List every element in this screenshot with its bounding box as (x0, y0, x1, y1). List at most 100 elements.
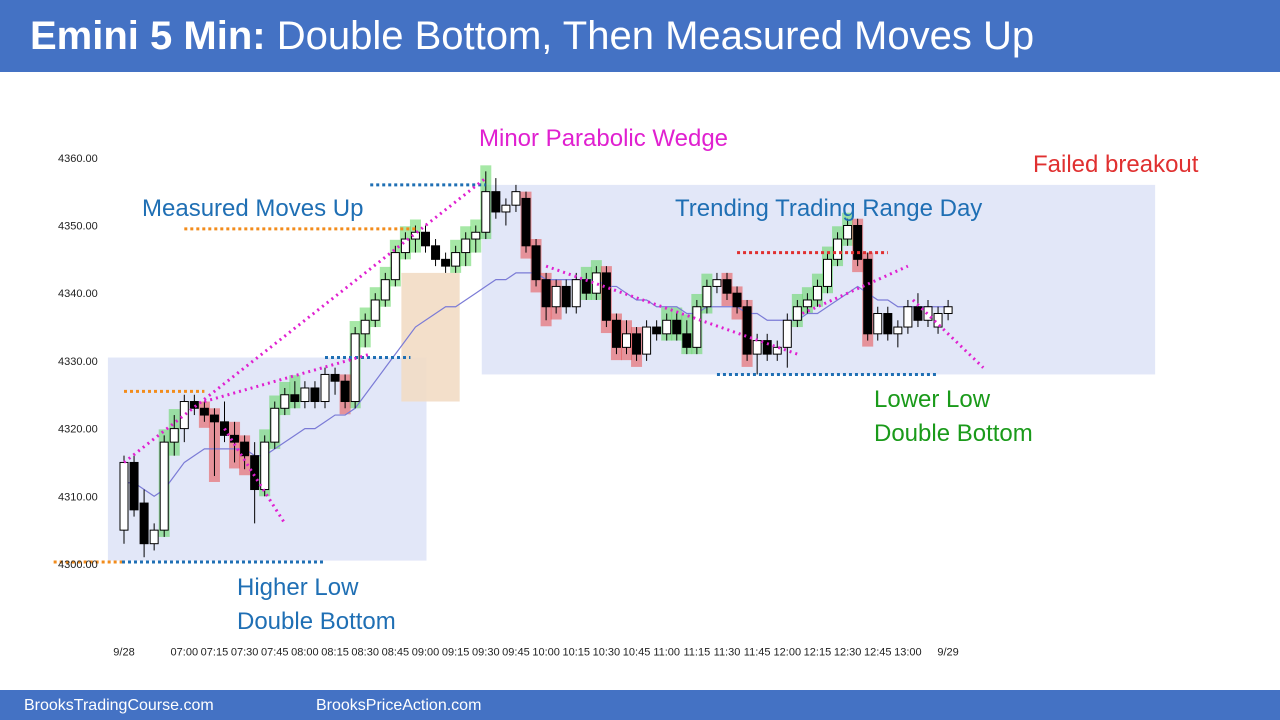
candle-body (250, 455, 260, 491)
candle-body (692, 306, 702, 348)
footer-bar: BrooksTradingCourse.com BrooksPriceActio… (0, 690, 1280, 720)
candle-body (742, 306, 752, 355)
annotation-labels: Measured Moves Up Minor Parabolic Wedge … (142, 125, 1199, 635)
candle-body (672, 319, 682, 335)
candle-body (119, 461, 129, 531)
candle-body (139, 502, 149, 545)
candle-body (591, 272, 601, 294)
candle-body (903, 306, 913, 328)
candle-body (601, 272, 611, 321)
candle-body (209, 414, 219, 423)
candle-body (772, 346, 782, 355)
final-trend-line (911, 298, 985, 369)
label-lower-low: Lower Low (874, 386, 991, 413)
candle-body (230, 434, 240, 443)
candle-body (350, 333, 360, 403)
candle-body (551, 285, 561, 308)
footer-link-course[interactable]: BrooksTradingCourse.com (24, 697, 214, 714)
candle-body (501, 204, 511, 213)
candle-body (823, 258, 832, 287)
x-tick-label: 12:30 (834, 646, 862, 658)
candle-body (802, 299, 812, 308)
candle-body (280, 394, 290, 409)
candle-body (752, 340, 762, 355)
x-tick-label: 9/29 (937, 646, 958, 658)
candle-body (491, 191, 501, 213)
candle-body (843, 225, 853, 240)
candle-body (883, 313, 893, 335)
candles (119, 171, 953, 558)
candle-body (712, 279, 722, 287)
candle-body (833, 238, 843, 260)
candle-body (451, 252, 461, 267)
candle-body (521, 197, 531, 247)
x-tick-label: 11:30 (714, 646, 741, 658)
label-failed-breakout: Failed breakout (1033, 151, 1199, 178)
label-lower-low-db: Double Bottom (874, 420, 1033, 447)
candle-body (662, 319, 672, 335)
candle-body (340, 380, 350, 403)
candle-body (642, 326, 652, 355)
candle-body (853, 225, 863, 260)
candle-body (541, 279, 551, 308)
x-tick-label: 08:15 (321, 646, 349, 658)
y-tick-label: 4340.00 (58, 288, 98, 300)
y-tick-label: 4330.00 (58, 356, 98, 368)
candle-body (360, 319, 370, 335)
candle-body (240, 441, 250, 457)
title-bar: Emini 5 Min: Double Bottom, Then Measure… (0, 0, 1280, 72)
candle-body (682, 333, 692, 348)
title-bold: Emini 5 Min: (30, 14, 266, 58)
x-tick-label: 12:15 (804, 646, 832, 658)
candle-body (310, 387, 320, 403)
title-rest: Double Bottom, Then Measured Moves Up (265, 14, 1035, 58)
candle-body (792, 306, 802, 321)
candle-body (511, 191, 521, 206)
range-boxes (107, 184, 1156, 561)
y-tick-label: 4310.00 (58, 491, 98, 503)
x-tick-label: 11:00 (653, 646, 680, 658)
candle-body (380, 279, 390, 301)
candle-body (531, 245, 541, 281)
candle-body (400, 238, 410, 254)
candle-body (481, 191, 491, 233)
candle-body (943, 306, 953, 315)
candle-body (330, 373, 340, 382)
candle-body (199, 407, 209, 416)
candle-body (260, 441, 270, 491)
x-tick-label: 9/28 (113, 646, 134, 658)
x-tick-label: 11:45 (744, 646, 771, 658)
candle-body (471, 231, 481, 240)
label-measured-moves: Measured Moves Up (142, 195, 363, 222)
spike-box (401, 272, 460, 402)
candle-body (370, 299, 380, 321)
x-tick-label: 12:00 (774, 646, 802, 658)
y-tick-label: 4350.00 (58, 221, 98, 233)
candle-body (431, 245, 441, 260)
candle-body (320, 373, 330, 403)
x-tick-label: 09:45 (502, 646, 530, 658)
candle-body (270, 407, 280, 443)
x-tick-label: 08:30 (351, 646, 379, 658)
pullback-line (223, 427, 287, 525)
y-tick-label: 4320.00 (58, 424, 98, 436)
candle-body (622, 333, 631, 348)
x-tick-label: 07:15 (201, 646, 229, 658)
page-title: Emini 5 Min: Double Bottom, Then Measure… (30, 12, 1034, 60)
axis-labels: 4300.00 4310.00 4320.00 4330.00 4340.00 4350.… (58, 153, 959, 659)
candle-body (300, 387, 310, 403)
label-higher-low: Higher Low (237, 574, 359, 601)
candle-body (189, 401, 199, 409)
candle-body (461, 238, 471, 254)
x-tick-label: 07:30 (231, 646, 259, 658)
candle-body (441, 258, 451, 267)
x-tick-label: 09:00 (412, 646, 440, 658)
candle-body (421, 231, 430, 247)
footer-link-price-action[interactable]: BrooksPriceAction.com (316, 697, 482, 714)
x-tick-label: 13:00 (894, 646, 922, 658)
candle-body (762, 340, 772, 355)
candle-body (652, 326, 662, 335)
x-tick-label: 08:45 (382, 646, 410, 658)
candle-body (290, 394, 300, 403)
bull-trend-line (801, 264, 909, 315)
